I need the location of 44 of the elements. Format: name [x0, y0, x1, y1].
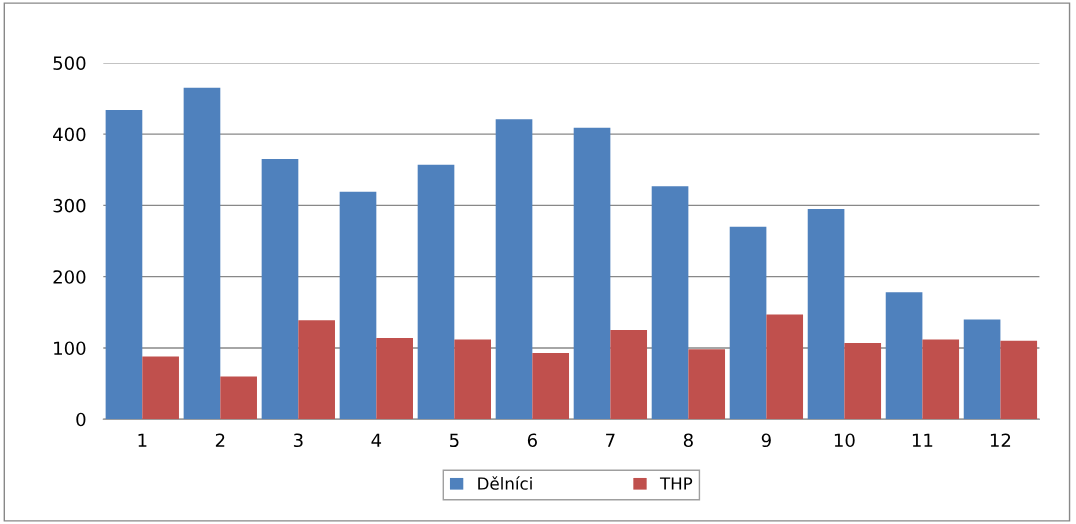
x-tick-label: 5 — [449, 433, 459, 448]
y-tick-label: 500 — [53, 56, 86, 70]
bar — [651, 186, 689, 420]
bar — [573, 127, 611, 420]
x-tick-label: 6 — [527, 433, 537, 448]
bar — [495, 119, 533, 420]
x-tick-label: 7 — [606, 433, 615, 447]
legend-label: THP — [659, 477, 693, 490]
bar — [688, 349, 726, 420]
bar — [142, 356, 179, 420]
bar — [298, 320, 335, 420]
x-tick-label: 3 — [293, 433, 303, 448]
bar — [1000, 340, 1038, 420]
bar — [220, 376, 257, 420]
x-tick-label: 12 — [990, 433, 1011, 447]
x-tick-label: 9 — [761, 433, 771, 448]
bar — [844, 342, 882, 420]
bar — [807, 208, 845, 420]
x-tick-label: 2 — [215, 433, 225, 447]
bar — [729, 226, 767, 420]
x-tick-label: 8 — [683, 433, 693, 448]
bar — [376, 337, 413, 420]
y-tick-label: 300 — [53, 198, 86, 213]
x-tick-label: 4 — [371, 433, 382, 447]
legend-label: Dělníci — [478, 476, 532, 490]
bar — [183, 87, 221, 420]
bar — [885, 292, 923, 420]
bar — [339, 191, 377, 420]
x-tick-label: 10 — [834, 433, 855, 448]
x-tick-label: 1 — [138, 433, 147, 447]
bar — [417, 164, 455, 420]
y-tick-label: 200 — [53, 270, 86, 284]
y-tick-label: 100 — [54, 341, 86, 356]
bar — [261, 159, 299, 420]
bar — [766, 314, 804, 420]
bar — [963, 319, 1001, 420]
bar — [532, 352, 570, 420]
x-tick-label: 11 — [912, 433, 933, 447]
bar — [922, 339, 960, 420]
bar — [105, 109, 143, 420]
y-tick-label: 0 — [76, 412, 86, 427]
bar — [610, 330, 648, 420]
bar — [454, 339, 492, 420]
y-tick-label: 400 — [53, 127, 86, 142]
